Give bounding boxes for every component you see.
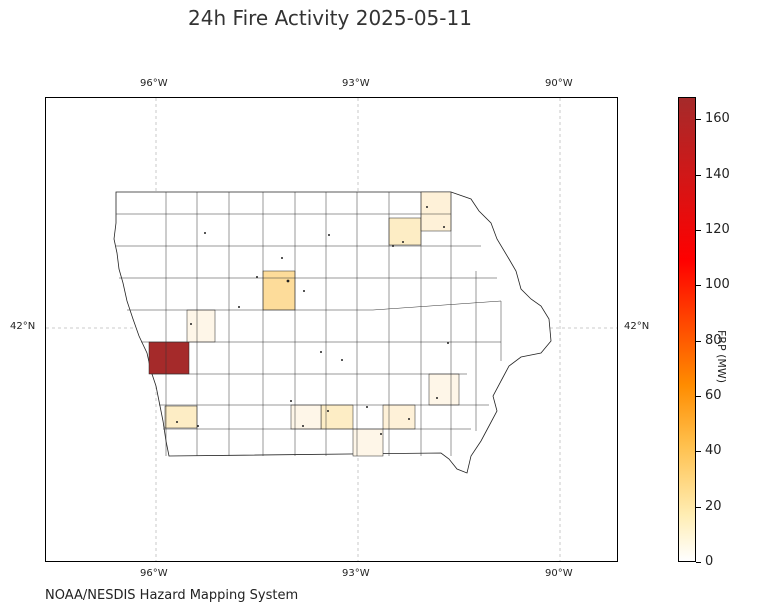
fire-point bbox=[281, 257, 283, 259]
county-fire-9 bbox=[428, 373, 460, 406]
county-fire-8 bbox=[352, 428, 384, 457]
county-fire-6 bbox=[420, 191, 452, 232]
iowa-state-outline bbox=[113, 191, 552, 474]
lon-label-top-96w: 96°W bbox=[140, 78, 168, 89]
fire-point bbox=[290, 400, 292, 402]
colorbar-tick-label: 160 bbox=[705, 111, 730, 127]
map-title: 24h Fire Activity 2025-05-11 bbox=[188, 6, 472, 30]
colorbar bbox=[678, 97, 696, 562]
county-fire-2 bbox=[262, 270, 296, 311]
fire-point bbox=[303, 290, 305, 292]
fire-point bbox=[286, 279, 290, 283]
fire-point bbox=[426, 206, 428, 208]
county-fire-4 bbox=[320, 404, 354, 430]
colorbar-tick-mark bbox=[696, 174, 701, 176]
lon-label-top-93w: 93°W bbox=[342, 78, 370, 89]
county-fire-10 bbox=[290, 404, 322, 430]
fire-point bbox=[176, 421, 178, 423]
fire-point bbox=[436, 397, 438, 399]
colorbar-tick-mark bbox=[696, 119, 701, 121]
county-fire-5 bbox=[388, 217, 422, 246]
county-fire-1 bbox=[148, 341, 190, 375]
fire-point bbox=[238, 306, 240, 308]
fire-point bbox=[447, 342, 449, 344]
source-credit: NOAA/NESDIS Hazard Mapping System bbox=[45, 588, 299, 603]
county-fire-3 bbox=[164, 405, 198, 429]
fire-point bbox=[392, 245, 394, 247]
colorbar-tick-mark bbox=[696, 285, 701, 287]
colorbar-tick-label: 20 bbox=[705, 498, 722, 514]
fire-point bbox=[380, 433, 382, 435]
fire-point bbox=[197, 425, 199, 427]
county-fire-11 bbox=[186, 309, 216, 343]
fire-point bbox=[328, 234, 330, 236]
fire-point bbox=[256, 276, 258, 278]
lon-label-bottom-90w: 90°W bbox=[545, 568, 573, 579]
colorbar-tick-mark bbox=[696, 451, 701, 453]
colorbar-tick-label: 80 bbox=[705, 332, 722, 348]
lon-label-bottom-96w: 96°W bbox=[140, 568, 168, 579]
fire-detections bbox=[176, 206, 449, 435]
iowa-county-map bbox=[46, 98, 617, 561]
fire-point bbox=[327, 410, 329, 412]
lon-label-bottom-93w: 93°W bbox=[342, 568, 370, 579]
colorbar-tick-mark bbox=[696, 340, 701, 342]
county-borders bbox=[116, 192, 502, 456]
lat-label-left-42n: 42°N bbox=[10, 321, 36, 332]
colorbar-tick-label: 100 bbox=[705, 277, 730, 293]
colorbar-tick-label: 0 bbox=[705, 554, 714, 569]
county-fire-7 bbox=[382, 404, 416, 430]
fire-point bbox=[320, 351, 322, 353]
fire-point bbox=[366, 406, 368, 408]
fire-counties bbox=[148, 191, 460, 457]
colorbar-title: FRP (MW) bbox=[715, 330, 728, 384]
colorbar-tick-label: 60 bbox=[705, 387, 722, 403]
colorbar-tick-label: 120 bbox=[705, 221, 730, 237]
colorbar-tick-label: 40 bbox=[705, 443, 722, 459]
fire-point bbox=[443, 226, 445, 228]
lon-label-top-90w: 90°W bbox=[545, 78, 573, 89]
fire-point bbox=[408, 418, 410, 420]
colorbar-tick-mark bbox=[696, 229, 701, 231]
fire-point bbox=[402, 241, 404, 243]
colorbar-tick-mark bbox=[696, 506, 701, 508]
colorbar-tick-mark bbox=[696, 562, 701, 563]
fire-point bbox=[204, 232, 206, 234]
map-panel bbox=[45, 97, 618, 562]
fire-point bbox=[302, 425, 304, 427]
lat-label-right-42n: 42°N bbox=[624, 321, 650, 332]
fire-point bbox=[341, 359, 343, 361]
colorbar-tick-mark bbox=[696, 395, 701, 397]
fire-point bbox=[190, 323, 192, 325]
colorbar-tick-label: 140 bbox=[705, 166, 730, 182]
